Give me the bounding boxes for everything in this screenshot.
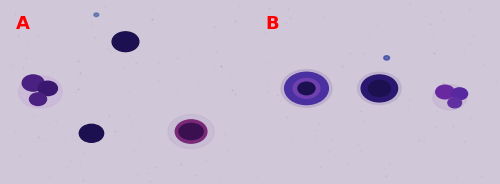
Circle shape (80, 124, 104, 142)
Circle shape (293, 79, 320, 98)
Circle shape (384, 56, 390, 60)
Circle shape (38, 81, 58, 96)
Text: B: B (265, 15, 279, 33)
Circle shape (168, 114, 214, 148)
Circle shape (112, 32, 139, 52)
Circle shape (30, 93, 46, 105)
Circle shape (452, 88, 468, 100)
Circle shape (436, 85, 454, 99)
Circle shape (358, 72, 401, 105)
Circle shape (281, 70, 332, 107)
Circle shape (22, 75, 44, 91)
Text: A: A (16, 15, 30, 33)
Circle shape (433, 85, 467, 110)
Circle shape (18, 76, 62, 108)
Circle shape (448, 98, 462, 108)
Ellipse shape (179, 123, 203, 140)
Circle shape (368, 80, 390, 96)
Circle shape (298, 82, 315, 95)
Circle shape (94, 13, 99, 17)
Circle shape (361, 75, 398, 102)
Circle shape (176, 120, 207, 143)
Circle shape (284, 72, 329, 105)
